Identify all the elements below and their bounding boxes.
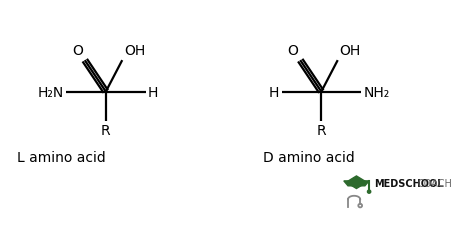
- Text: H₂N: H₂N: [37, 85, 64, 99]
- Text: R: R: [317, 124, 326, 138]
- Text: MEDSCHOOL: MEDSCHOOL: [374, 178, 444, 188]
- Text: O: O: [288, 44, 298, 58]
- Text: O: O: [72, 44, 83, 58]
- Text: D amino acid: D amino acid: [263, 150, 355, 164]
- Circle shape: [367, 190, 371, 193]
- Text: OH: OH: [339, 44, 361, 58]
- Polygon shape: [346, 176, 367, 189]
- Text: NH₂: NH₂: [364, 85, 390, 99]
- Text: OH: OH: [124, 44, 146, 58]
- Text: H: H: [269, 85, 279, 99]
- Text: H: H: [148, 85, 158, 99]
- Text: COACH: COACH: [418, 178, 453, 188]
- Polygon shape: [344, 181, 369, 186]
- Text: R: R: [101, 124, 110, 138]
- Text: L amino acid: L amino acid: [17, 150, 106, 164]
